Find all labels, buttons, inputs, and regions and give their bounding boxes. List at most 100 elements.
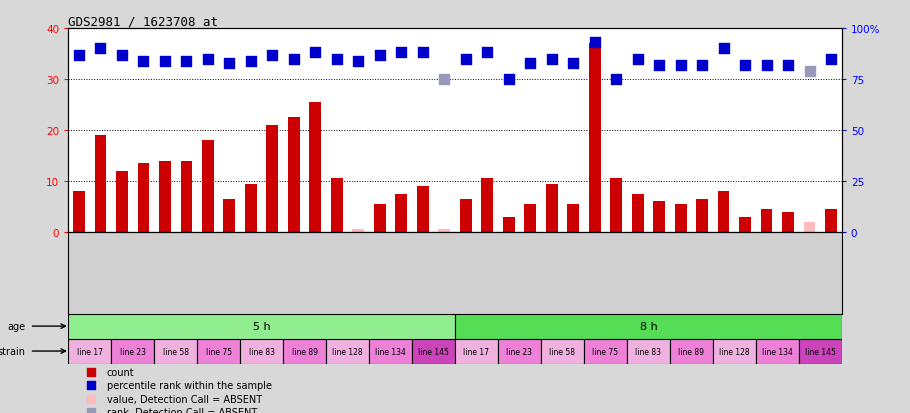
Bar	[309, 103, 321, 233]
Point	[200, 56, 215, 63]
Point	[222, 60, 237, 67]
Bar	[68, 339, 111, 363]
Point	[394, 50, 409, 57]
Point	[566, 60, 581, 67]
Point	[115, 52, 129, 59]
Bar	[116, 171, 128, 233]
Text: line 134: line 134	[375, 347, 406, 356]
Bar	[180, 161, 192, 233]
Bar	[498, 339, 541, 363]
Point	[244, 58, 258, 65]
Bar	[584, 339, 627, 363]
Bar	[541, 339, 584, 363]
Bar	[460, 199, 471, 233]
Bar	[154, 339, 197, 363]
Bar	[589, 44, 601, 233]
Point	[759, 62, 774, 69]
Bar	[718, 192, 730, 233]
Bar	[197, 339, 240, 363]
Bar	[374, 204, 386, 233]
Point	[716, 46, 731, 52]
Text: percentile rank within the sample: percentile rank within the sample	[107, 380, 272, 390]
Bar	[455, 339, 498, 363]
Bar	[696, 199, 708, 233]
Bar	[782, 212, 794, 233]
Text: age: age	[7, 321, 25, 331]
Text: value, Detection Call = ABSENT: value, Detection Call = ABSENT	[107, 394, 262, 404]
Bar	[331, 179, 343, 233]
Text: line 75: line 75	[206, 347, 232, 356]
Text: GDS2981 / 1623708_at: GDS2981 / 1623708_at	[68, 15, 218, 28]
Point	[416, 50, 430, 57]
Text: line 83: line 83	[635, 347, 662, 356]
Bar	[503, 217, 515, 233]
Point	[631, 56, 645, 63]
Text: line 134: line 134	[762, 347, 793, 356]
Bar	[417, 187, 429, 233]
Bar	[739, 217, 751, 233]
Point	[659, 169, 673, 176]
Text: line 89: line 89	[291, 347, 318, 356]
Point	[265, 52, 279, 59]
Bar	[632, 194, 643, 233]
Text: line 17: line 17	[76, 347, 103, 356]
Point	[652, 62, 666, 69]
Point	[673, 62, 688, 69]
Bar	[73, 192, 85, 233]
Bar	[95, 136, 106, 233]
Text: line 128: line 128	[332, 347, 363, 356]
Bar	[674, 204, 686, 233]
Bar	[68, 314, 455, 339]
Text: line 58: line 58	[163, 347, 188, 356]
Bar	[670, 339, 713, 363]
Text: line 89: line 89	[678, 347, 704, 356]
Text: line 58: line 58	[550, 347, 575, 356]
Point	[372, 52, 387, 59]
Bar	[159, 161, 171, 233]
Text: line 75: line 75	[592, 347, 619, 356]
Bar	[653, 202, 665, 233]
Bar	[240, 339, 283, 363]
Point	[459, 56, 473, 63]
Bar	[369, 339, 412, 363]
Point	[659, 46, 673, 52]
Text: line 23: line 23	[120, 347, 146, 356]
Bar	[825, 209, 837, 233]
Text: line 128: line 128	[719, 347, 750, 356]
Bar	[283, 339, 326, 363]
Bar	[326, 339, 369, 363]
Bar	[288, 118, 299, 233]
Point	[287, 56, 301, 63]
Point	[72, 52, 86, 59]
Text: line 83: line 83	[248, 347, 275, 356]
Bar	[352, 230, 364, 233]
Point	[93, 46, 107, 52]
Text: count: count	[107, 367, 135, 377]
Bar	[412, 339, 455, 363]
Text: rank, Detection Call = ABSENT: rank, Detection Call = ABSENT	[107, 408, 258, 413]
Text: line 17: line 17	[463, 347, 490, 356]
Point	[480, 50, 494, 57]
Point	[587, 40, 602, 46]
Bar	[627, 339, 670, 363]
Bar	[546, 184, 558, 233]
Point	[523, 60, 538, 67]
Text: line 145: line 145	[804, 347, 835, 356]
Point	[179, 58, 194, 65]
Point	[351, 58, 366, 65]
Point	[308, 50, 323, 57]
Bar	[267, 126, 278, 233]
Point	[738, 62, 753, 69]
Point	[544, 56, 559, 63]
Bar	[224, 199, 236, 233]
Text: strain: strain	[0, 346, 25, 356]
Bar	[137, 164, 149, 233]
Bar	[756, 339, 799, 363]
Text: 8 h: 8 h	[640, 321, 657, 331]
Point	[329, 56, 344, 63]
Point	[803, 68, 817, 75]
Point	[501, 76, 516, 83]
Bar	[761, 209, 773, 233]
Bar	[395, 194, 407, 233]
Text: line 23: line 23	[507, 347, 532, 356]
